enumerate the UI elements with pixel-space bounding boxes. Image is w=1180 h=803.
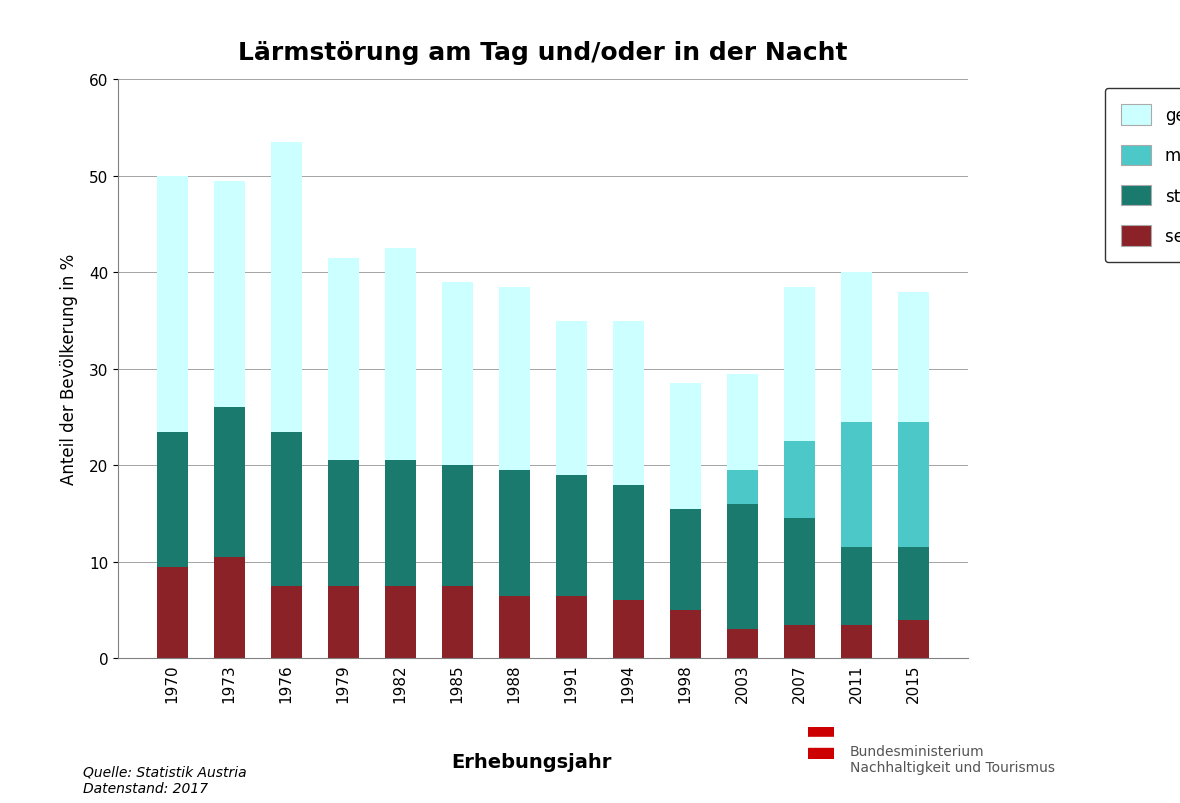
Bar xyxy=(441,466,473,586)
Bar xyxy=(385,586,417,658)
Bar xyxy=(441,283,473,466)
Bar xyxy=(157,177,188,432)
Text: Bundesministerium
Nachhaltigkeit und Tourismus: Bundesministerium Nachhaltigkeit und Tou… xyxy=(850,744,1055,774)
Bar xyxy=(385,249,417,461)
Bar xyxy=(499,596,530,658)
Bar xyxy=(214,181,245,408)
Bar xyxy=(840,548,872,625)
Title: Lärmstörung am Tag und/oder in der Nacht: Lärmstörung am Tag und/oder in der Nacht xyxy=(238,40,847,64)
Bar xyxy=(727,504,758,630)
Bar xyxy=(499,471,530,596)
Bar xyxy=(808,727,834,737)
Text: Quelle: Statistik Austria
Datenstand: 2017: Quelle: Statistik Austria Datenstand: 20… xyxy=(83,764,247,795)
Bar xyxy=(270,586,302,658)
Bar xyxy=(612,601,644,658)
Bar xyxy=(612,321,644,485)
Bar xyxy=(157,567,188,658)
Bar xyxy=(808,748,834,759)
Bar xyxy=(898,292,929,422)
Bar xyxy=(840,273,872,422)
Y-axis label: Anteil der Bevölkerung in %: Anteil der Bevölkerung in % xyxy=(60,254,78,485)
Bar xyxy=(556,596,586,658)
Bar xyxy=(385,461,417,586)
Bar xyxy=(669,610,701,658)
Bar xyxy=(328,259,359,461)
Bar xyxy=(898,422,929,548)
Bar xyxy=(784,625,815,658)
Bar xyxy=(214,408,245,557)
Bar xyxy=(727,630,758,658)
Bar xyxy=(157,432,188,567)
Bar xyxy=(556,475,586,596)
Bar xyxy=(270,432,302,586)
Bar xyxy=(328,461,359,586)
Bar xyxy=(214,557,245,658)
Bar xyxy=(441,586,473,658)
Bar xyxy=(727,471,758,504)
Bar xyxy=(669,384,701,509)
Bar xyxy=(727,374,758,471)
Bar xyxy=(669,509,701,610)
Bar xyxy=(898,548,929,620)
Bar xyxy=(556,321,586,475)
Bar xyxy=(612,485,644,601)
Bar xyxy=(898,620,929,658)
Bar xyxy=(328,586,359,658)
Bar xyxy=(784,442,815,519)
Bar xyxy=(840,625,872,658)
Legend: gering, mittel, stark, sehr stark: gering, mittel, stark, sehr stark xyxy=(1104,88,1180,263)
Text: Erhebungsjahr: Erhebungsjahr xyxy=(451,752,611,771)
Bar xyxy=(499,287,530,471)
Bar xyxy=(808,737,834,748)
Bar xyxy=(270,143,302,432)
Bar xyxy=(784,519,815,625)
Bar xyxy=(784,287,815,442)
Bar xyxy=(840,422,872,548)
